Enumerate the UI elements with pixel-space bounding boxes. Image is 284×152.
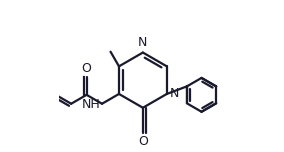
Text: NH: NH	[82, 98, 101, 111]
Text: N: N	[138, 36, 148, 49]
Text: O: O	[138, 135, 148, 148]
Text: N: N	[170, 87, 179, 100]
Text: O: O	[81, 62, 91, 75]
